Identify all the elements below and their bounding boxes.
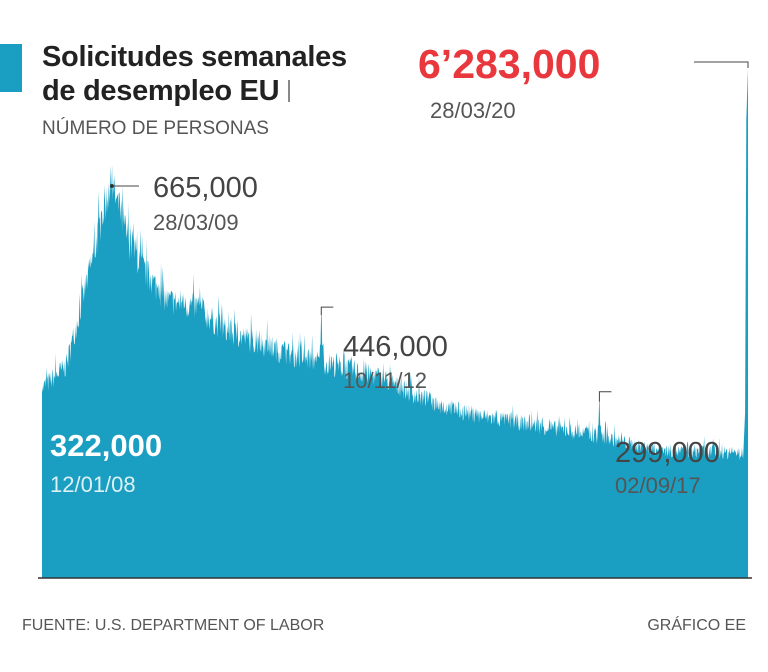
title-line-2: de desempleo EU <box>42 74 347 108</box>
label-value-spike-2017: 299,000 <box>615 437 720 469</box>
series-area <box>42 68 748 578</box>
label-date-peak-2009: 28/03/09 <box>153 210 239 235</box>
leader-spike-2017 <box>598 391 612 402</box>
label-value-start: 322,000 <box>50 428 162 463</box>
graphic-credit: GRÁFICO EE <box>647 617 746 634</box>
label-value-peak-2020: 6’283,000 <box>418 41 600 87</box>
leader-spike-2012 <box>320 306 334 316</box>
label-date-spike-2017: 02/09/17 <box>615 473 701 498</box>
title-line-2-text: de desempleo EU <box>42 75 280 107</box>
title-line-1: Solicitudes semanales <box>42 41 347 73</box>
label-value-spike-2012: 446,000 <box>343 331 448 363</box>
chart-subtitle: NÚMERO DE PERSONAS <box>42 118 269 139</box>
source-note: FUENTE: U.S. DEPARTMENT OF LABOR <box>22 617 325 634</box>
label-date-peak-2020: 28/03/20 <box>430 98 516 123</box>
leader-peak-2020 <box>694 61 749 69</box>
label-date-spike-2012: 10/11/12 <box>343 368 427 393</box>
marker-peak-2009 <box>109 184 114 188</box>
chart-title: Solicitudes semanales de desempleo EU <box>42 40 347 108</box>
label-date-start: 12/01/08 <box>50 472 136 497</box>
title-accent-bar <box>0 44 22 92</box>
annotation-layer: 665,000 28/03/09 446,000 10/11/12 299,000 02/… <box>50 41 749 498</box>
title-divider-mark <box>288 80 291 102</box>
label-value-peak-2009: 665,000 <box>153 172 258 204</box>
